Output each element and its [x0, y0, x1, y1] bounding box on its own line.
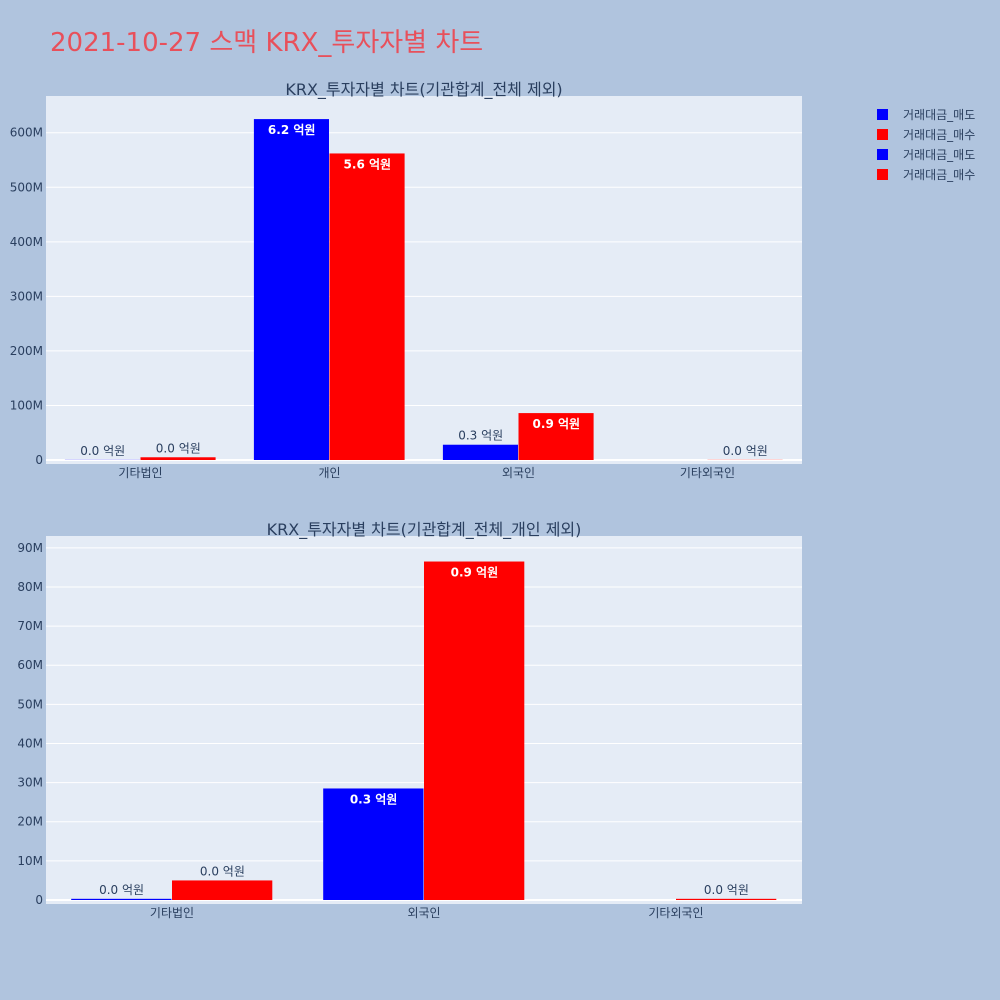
data-label: 0.0 억원 — [704, 883, 749, 897]
plot-background — [46, 96, 802, 464]
bar[interactable] — [253, 119, 329, 460]
legend-label[interactable]: 거래대금_매도 — [903, 108, 975, 122]
y-tick-label: 400M — [10, 235, 43, 249]
y-tick-label: 60M — [17, 658, 43, 672]
data-label: 0.3 억원 — [350, 792, 398, 806]
y-tick-label: 80M — [17, 580, 43, 594]
y-tick-label: 200M — [10, 344, 43, 358]
data-label: 0.0 억원 — [80, 444, 125, 458]
chart-title: KRX_투자자별 차트(기관합계_전체_개인 제외) — [267, 520, 582, 540]
y-tick-label: 30M — [17, 776, 43, 790]
x-tick-label: 기타법인 — [150, 906, 194, 920]
data-label: 6.2 억원 — [268, 123, 316, 137]
x-tick-label: 기타외국인 — [680, 466, 735, 480]
data-label: 0.0 억원 — [200, 864, 245, 878]
y-tick-label: 70M — [17, 619, 43, 633]
bar[interactable] — [424, 561, 525, 900]
x-tick-label: 기타법인 — [118, 466, 162, 480]
x-tick-label: 외국인 — [502, 466, 535, 480]
legend-label[interactable]: 거래대금_매수 — [903, 168, 975, 182]
y-tick-label: 40M — [17, 736, 43, 750]
y-tick-label: 20M — [17, 815, 43, 829]
bar[interactable] — [140, 457, 216, 460]
x-tick-label: 외국인 — [407, 906, 440, 920]
x-tick-label: 기타외국인 — [648, 906, 703, 920]
y-tick-label: 10M — [17, 854, 43, 868]
data-label: 0.9 억원 — [451, 566, 499, 580]
x-tick-label: 개인 — [318, 466, 340, 480]
legend-swatch[interactable] — [877, 169, 888, 180]
legend-label[interactable]: 거래대금_매수 — [903, 128, 975, 142]
chart-bottom: 0 10M 20M 30M 40M 50M 60M 70M 80M 90M 기타법인 0.0 억원 0.… — [17, 520, 802, 920]
bar[interactable] — [676, 898, 777, 900]
bar[interactable] — [323, 788, 424, 900]
legend-swatch[interactable] — [877, 109, 888, 120]
y-tick-label: 500M — [10, 180, 43, 194]
data-label: 0.9 억원 — [533, 417, 581, 431]
y-tick-label: 300M — [10, 289, 43, 303]
data-label: 0.0 억원 — [156, 441, 201, 455]
data-label: 0.3 억원 — [458, 429, 503, 443]
y-tick-label: 600M — [10, 126, 43, 140]
bar[interactable] — [71, 898, 172, 900]
page-title: 2021-10-27 스맥 KRX_투자자별 차트 — [50, 28, 484, 58]
bar[interactable] — [442, 444, 518, 460]
data-label: 5.6 억원 — [344, 157, 392, 171]
legend-swatch[interactable] — [877, 129, 888, 140]
data-label: 0.0 억원 — [99, 883, 144, 897]
legend-label[interactable]: 거래대금_매도 — [903, 148, 975, 162]
y-tick-label: 50M — [17, 697, 43, 711]
chart-title: KRX_투자자별 차트(기관합계_전체 제외) — [285, 80, 562, 100]
legend-swatch[interactable] — [877, 149, 888, 160]
y-tick-label: 0 — [35, 453, 43, 467]
bar[interactable] — [329, 153, 405, 461]
chart-top: 0 100M 200M 300M 400M 500M 600M 기타법인 0.0 억원 0.0 억… — [10, 80, 802, 480]
bar[interactable] — [518, 413, 594, 460]
data-label: 0.0 억원 — [723, 444, 768, 458]
y-tick-label: 100M — [10, 398, 43, 412]
y-tick-label: 90M — [17, 541, 43, 555]
bar[interactable] — [172, 880, 273, 900]
y-tick-label: 0 — [35, 893, 43, 907]
